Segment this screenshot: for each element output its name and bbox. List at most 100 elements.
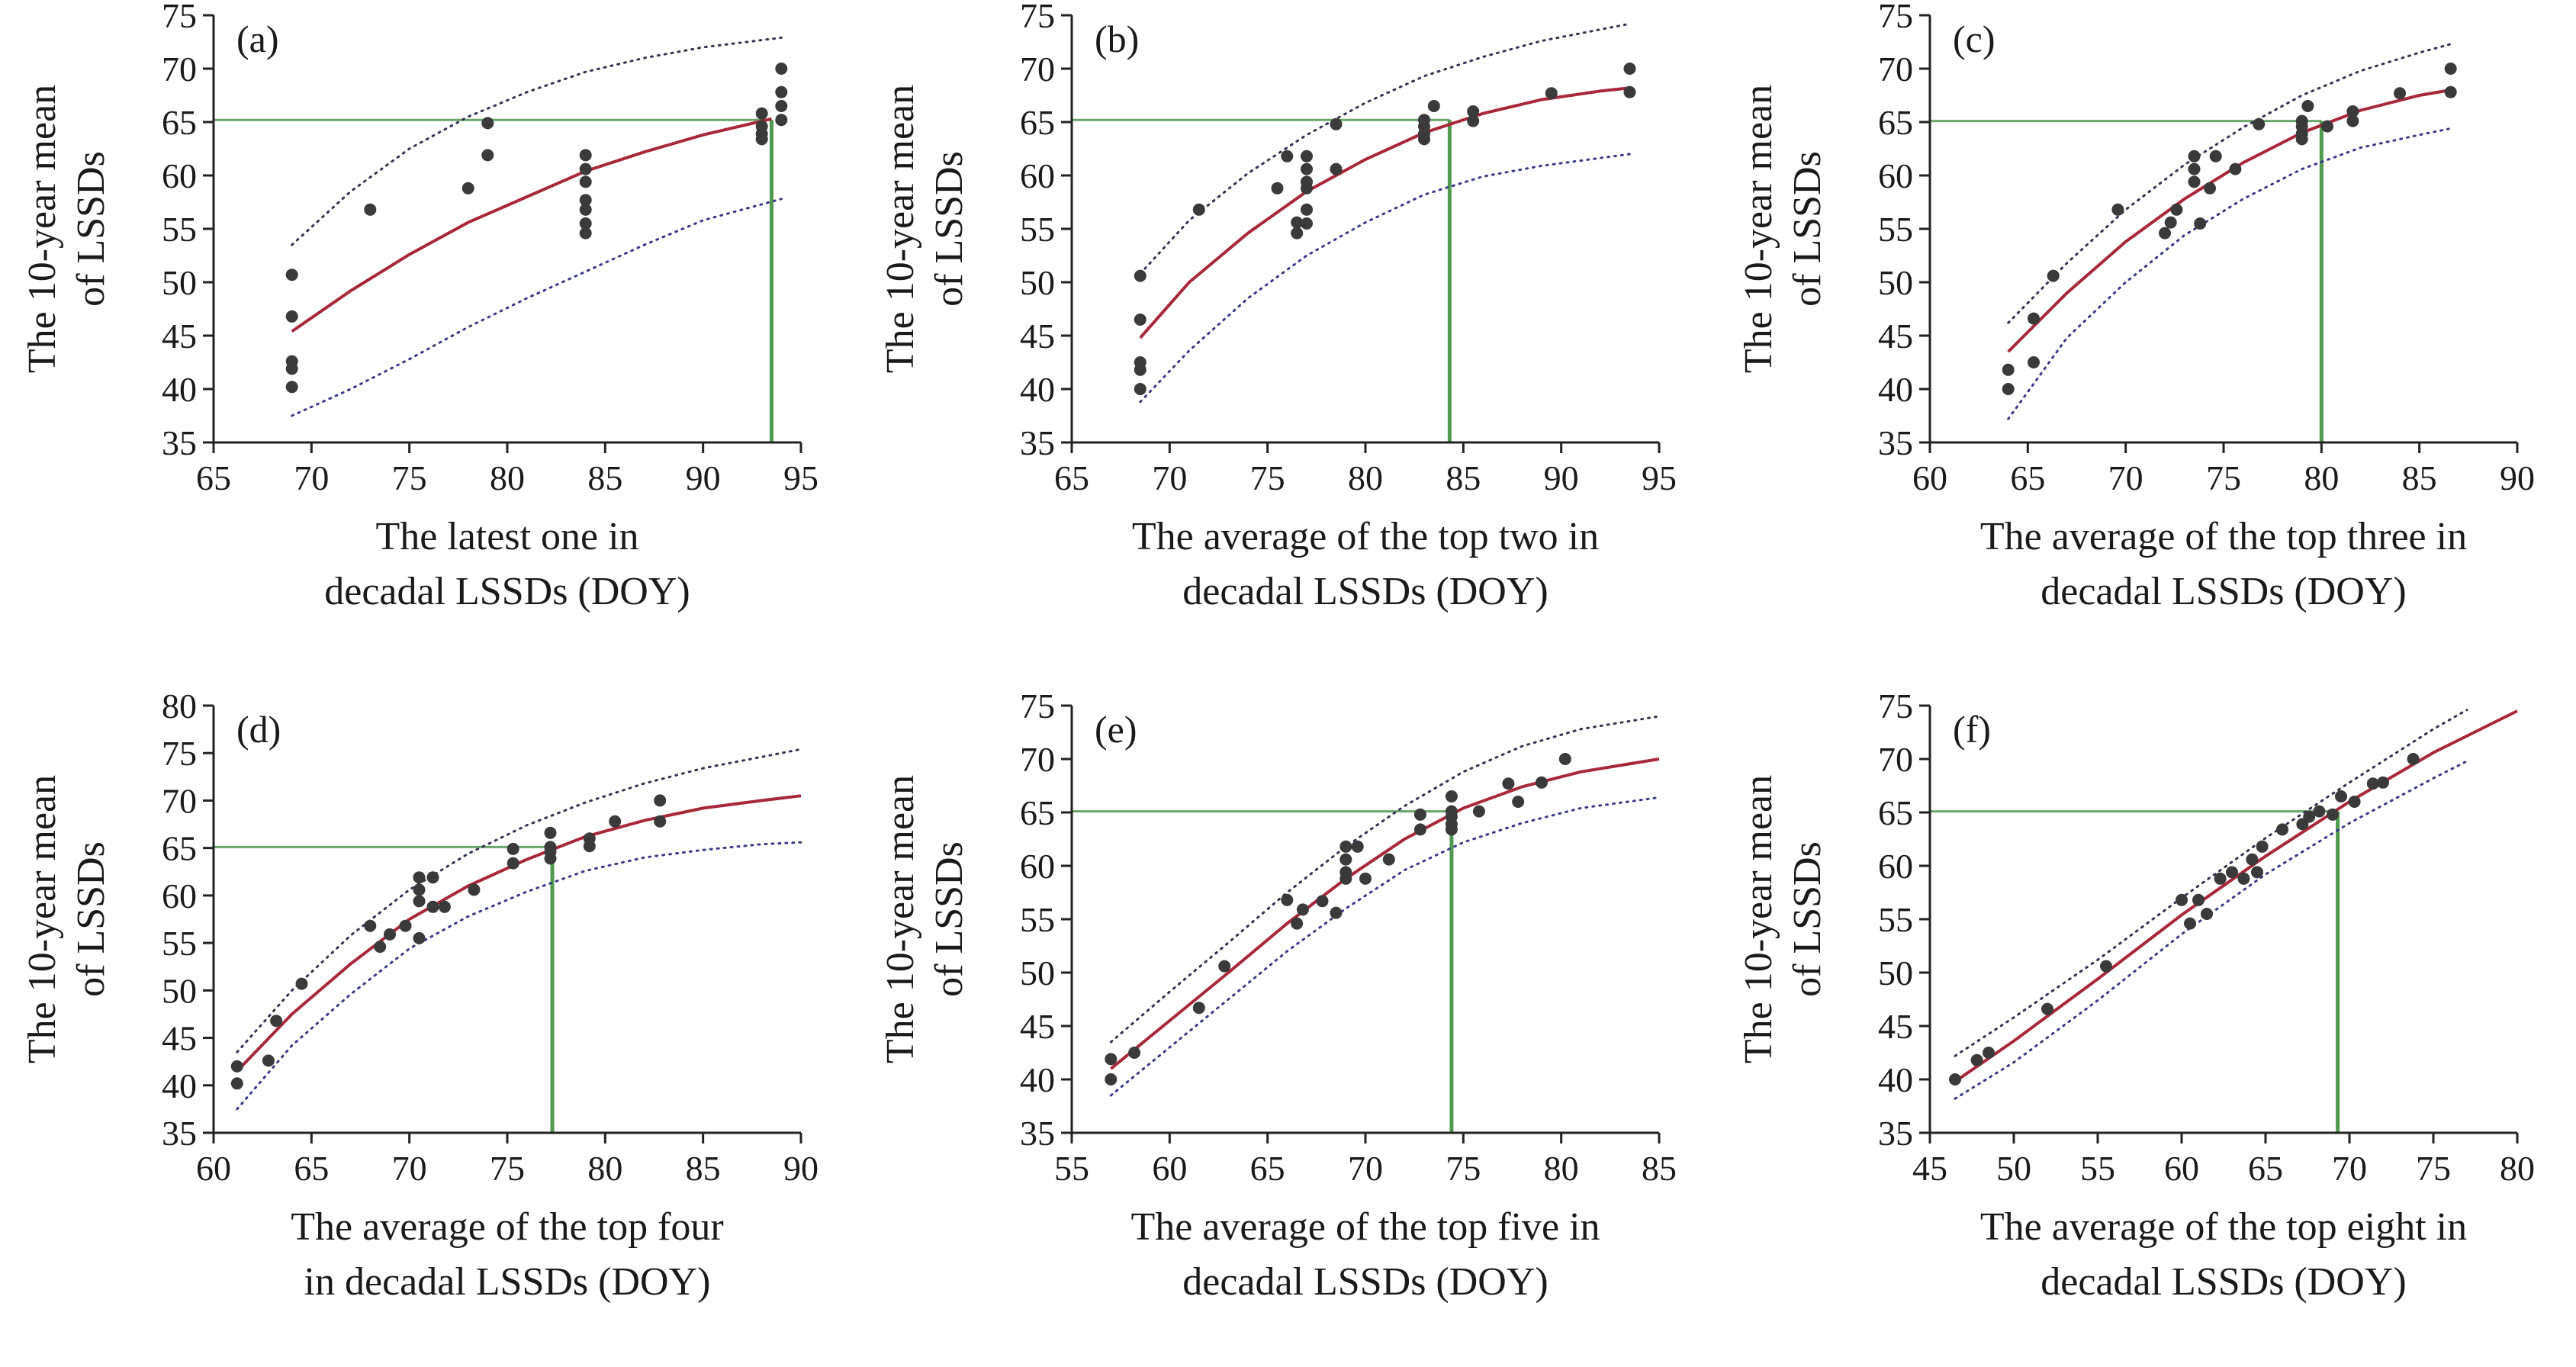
x-tick-label: 75 [1250, 458, 1285, 497]
y-tick-label: 50 [162, 971, 197, 1010]
data-point [2002, 363, 2015, 376]
y-tick-label: 50 [1020, 263, 1055, 302]
y-tick-label: 75 [162, 734, 197, 773]
y-tick-label: 35 [162, 423, 197, 462]
data-point [1330, 162, 1343, 175]
y-tick-label: 70 [1020, 50, 1055, 88]
data-point [1512, 796, 1525, 808]
data-point [2276, 823, 2288, 836]
data-point [426, 900, 439, 913]
y-tick-label: 40 [1020, 370, 1055, 409]
data-point [755, 107, 768, 120]
data-point [1970, 1053, 1983, 1066]
data-point [2028, 356, 2040, 368]
x-tick-label: 65 [1054, 458, 1089, 497]
y-tick-label: 35 [1020, 423, 1055, 462]
confidence-band-lower [1109, 796, 1661, 1097]
y-tick-label: 40 [1878, 370, 1913, 409]
x-tick-label: 70 [2108, 458, 2143, 497]
data-point [1558, 753, 1571, 765]
x-tick-label: 65 [2010, 458, 2045, 497]
y-tick-label: 55 [1878, 900, 1913, 939]
panel-c: 35 40 45 50 55 60 65 70 75 60 65 70 75 80 85 90 (c) The a… [1732, 0, 2571, 671]
fitted-curve [291, 117, 772, 333]
y-tick-label: 75 [1020, 687, 1055, 725]
panel-b: 35 40 45 50 55 60 65 70 75 65 70 75 80 85 90 95 (b) The a… [873, 0, 1713, 671]
panel-label: (f) [1953, 708, 1991, 751]
data-point [1445, 823, 1458, 836]
data-point [1291, 227, 1304, 240]
y-tick-label: 70 [162, 50, 197, 88]
data-point [544, 852, 557, 865]
data-point [413, 871, 426, 884]
data-point [481, 149, 494, 162]
y-tick-label: 65 [1020, 103, 1055, 142]
x-tick-label: 80 [490, 458, 525, 497]
data-point [583, 840, 596, 853]
data-point [1105, 1053, 1118, 1066]
confidence-band-lower [236, 841, 802, 1111]
data-point [1351, 840, 1364, 853]
panel-label: (e) [1095, 708, 1137, 751]
data-point [1418, 133, 1430, 146]
data-point [1134, 269, 1146, 282]
x-tick-label: 90 [686, 458, 721, 497]
data-point [1281, 150, 1294, 162]
y-tick-label: 70 [1878, 740, 1913, 779]
y-tick-label: 75 [1878, 687, 1913, 725]
y-tick-label: 65 [162, 829, 197, 868]
panel-label: (b) [1095, 18, 1139, 60]
data-point [507, 857, 519, 870]
panel-d: 35 40 45 50 55 60 65 70 75 80 60 65 70 75 80 85 90 (d) The… [15, 687, 854, 1362]
x-axis-label: The average of the top four [291, 1205, 723, 1249]
data-point [2394, 87, 2406, 100]
data-point [2346, 114, 2359, 127]
data-point [2346, 105, 2359, 117]
data-point [1301, 182, 1313, 195]
y-tick-label: 55 [1020, 900, 1055, 939]
x-tick-label: 60 [1912, 458, 1947, 497]
y-axis-label: of LSSDs [1786, 151, 1829, 307]
y-tick-label: 35 [1020, 1114, 1055, 1153]
x-tick-label: 55 [2080, 1149, 2115, 1188]
data-point [2047, 269, 2060, 282]
data-point [2194, 217, 2207, 230]
chart-svg: 35 40 45 50 55 60 65 70 75 45 50 55 60 65 70 75 80 (f) The… [1737, 687, 2535, 1304]
y-axis-label: of LSSDs [1786, 841, 1829, 997]
data-point [2214, 872, 2227, 885]
fitted-curve [1954, 709, 2518, 1083]
data-point [2321, 120, 2333, 133]
x-tick-label: 65 [2248, 1149, 2283, 1188]
y-tick-label: 40 [162, 1066, 197, 1105]
data-point [2028, 312, 2040, 325]
data-point [1192, 203, 1205, 216]
x-tick-label: 85 [587, 458, 622, 497]
y-tick-label: 50 [1878, 954, 1913, 992]
x-tick-label: 90 [783, 1149, 818, 1188]
x-tick-label: 70 [392, 1149, 427, 1188]
data-point [230, 1060, 243, 1073]
data-point [507, 842, 519, 855]
chart-svg: 35 40 45 50 55 60 65 70 75 55 60 65 70 75 80 85 (e) The a… [879, 687, 1677, 1304]
y-tick-label: 70 [1878, 50, 1913, 88]
x-tick-label: 75 [490, 1149, 525, 1188]
data-point [1134, 363, 1146, 376]
data-point [262, 1054, 275, 1067]
panel-label: (d) [236, 708, 281, 751]
confidence-band-lower [1954, 760, 2468, 1100]
data-point [384, 928, 396, 941]
x-axis-label: decadal LSSDs (DOY) [1182, 570, 1548, 613]
x-axis-label: decadal LSSDs (DOY) [324, 570, 690, 613]
y-tick-label: 70 [162, 781, 197, 820]
data-point [285, 362, 298, 375]
y-tick-label: 80 [162, 687, 197, 725]
data-point [1427, 100, 1440, 112]
data-point [2327, 808, 2339, 821]
data-point [1192, 1002, 1205, 1015]
data-point [413, 883, 426, 896]
data-point [1472, 805, 1485, 818]
x-tick-label: 80 [2304, 458, 2339, 497]
data-point [775, 63, 788, 75]
data-point [468, 883, 481, 896]
